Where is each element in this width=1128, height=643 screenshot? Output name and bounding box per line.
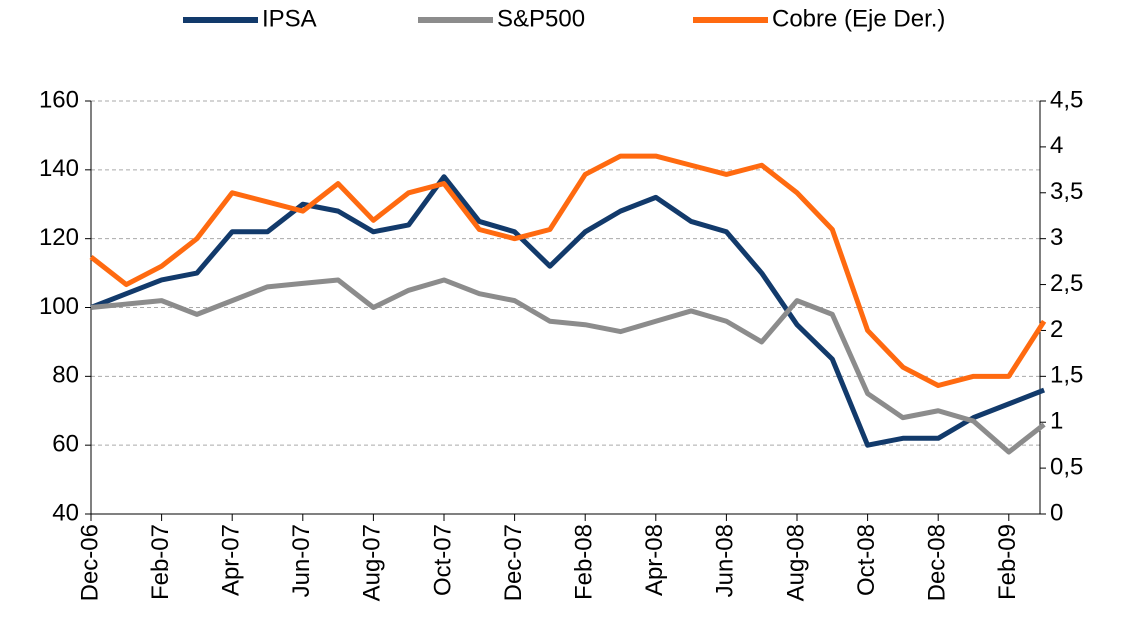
y-tick-label: 80 [52, 362, 79, 389]
series-line [90, 174, 1046, 448]
series-line [89, 153, 1047, 389]
x-tick-label: Jun-07 [288, 524, 315, 597]
x-tick-label: Dec-06 [76, 524, 103, 601]
y2-tick-label: 1,5 [1050, 362, 1083, 389]
x-tick-label: Aug-08 [782, 524, 809, 601]
series-line [90, 277, 1046, 455]
x-tick-label: Feb-08 [571, 524, 598, 600]
y2-tick-label: 4,5 [1050, 86, 1083, 113]
x-tick-label: Oct-08 [853, 524, 880, 596]
y2-tick-label: 1 [1050, 408, 1063, 435]
legend-label: S&P500 [497, 5, 585, 32]
x-tick-label: Apr-07 [218, 524, 245, 596]
x-tick-label: Feb-09 [994, 524, 1021, 600]
x-tick-label: Jun-08 [712, 524, 739, 597]
y-tick-label: 100 [39, 293, 79, 320]
x-tick-label: Apr-08 [641, 524, 668, 596]
x-tick-label: Aug-07 [359, 524, 386, 601]
y2-tick-label: 0 [1050, 499, 1063, 526]
legend-label: Cobre (Eje Der.) [772, 5, 945, 32]
y2-tick-label: 3 [1050, 224, 1063, 251]
y-tick-label: 140 [39, 155, 79, 182]
y-tick-label: 60 [52, 431, 79, 458]
legend-label: IPSA [262, 5, 317, 32]
y-tick-label: 120 [39, 224, 79, 251]
x-tick-label: Dec-07 [500, 524, 527, 601]
y-tick-label: 40 [52, 499, 79, 526]
y2-tick-label: 3,5 [1050, 178, 1083, 205]
y-tick-label: 160 [39, 86, 79, 113]
y2-tick-label: 0,5 [1050, 453, 1083, 480]
x-tick-label: Dec-08 [924, 524, 951, 601]
y2-tick-label: 2 [1050, 316, 1063, 343]
x-tick-label: Feb-07 [147, 524, 174, 600]
y2-tick-label: 4 [1050, 132, 1063, 159]
y2-tick-label: 2,5 [1050, 270, 1083, 297]
x-tick-label: Oct-07 [429, 524, 456, 596]
